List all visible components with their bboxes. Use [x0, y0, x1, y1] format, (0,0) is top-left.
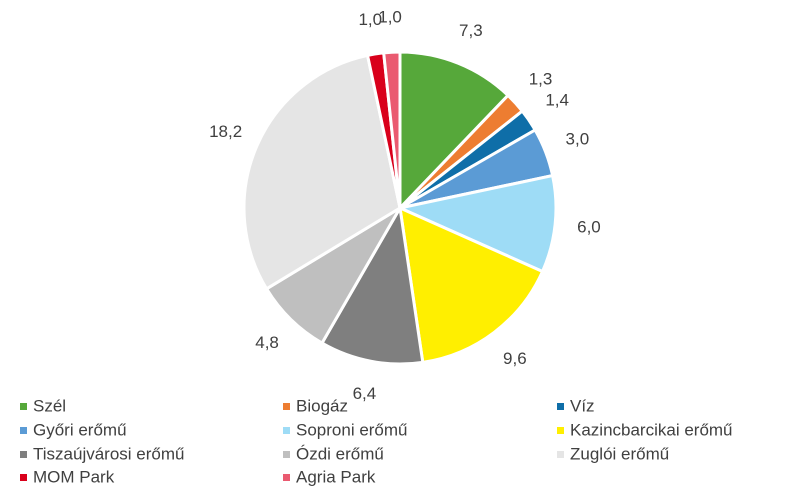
legend-marker: [557, 427, 564, 434]
legend-marker: [283, 427, 290, 434]
legend-label: Soproni erőmű: [296, 420, 408, 439]
data-label: 7,3: [459, 21, 483, 40]
pie-slice: [382, 50, 402, 209]
legend-marker: [20, 427, 27, 434]
legend-marker: [20, 474, 27, 481]
legend-label: Kazincbarcikai erőmű: [570, 420, 733, 439]
pie-slice: [395, 173, 558, 274]
legend-marker: [557, 451, 564, 458]
legend-marker: [283, 451, 290, 458]
legend-marker: [283, 403, 290, 410]
data-label: 18,2: [209, 122, 242, 141]
legend-label: Szél: [33, 396, 66, 415]
legend-label: Ózdi erőmű: [296, 444, 384, 463]
legend-label: Agria Park: [296, 467, 376, 486]
data-label: 6,4: [353, 384, 377, 403]
pie-slice: [398, 50, 511, 212]
pie-slice: [242, 53, 402, 291]
data-label: 3,0: [566, 129, 590, 148]
legend-label: Biogáz: [296, 396, 348, 415]
legend-marker: [557, 403, 564, 410]
legend-label: Tiszaújvárosi erőmű: [33, 444, 184, 463]
legend-label: Víz: [570, 396, 595, 415]
legend-label: MOM Park: [33, 467, 115, 486]
legend-marker: [20, 403, 27, 410]
data-label: 6,0: [577, 217, 601, 236]
data-label: 1,0: [358, 10, 382, 29]
data-label: 9,6: [503, 349, 527, 368]
pie-slice: [319, 203, 425, 366]
data-label: 1,4: [545, 91, 569, 110]
legend-label: Zuglói erőmű: [570, 444, 669, 463]
pie-slice: [398, 205, 545, 365]
data-label: 4,8: [255, 333, 279, 352]
data-label: 1,3: [529, 70, 553, 89]
data-label: 1,0: [378, 8, 402, 27]
legend-label: Győri erőmű: [33, 420, 127, 439]
legend-marker: [20, 451, 27, 458]
legend-marker: [283, 474, 290, 481]
